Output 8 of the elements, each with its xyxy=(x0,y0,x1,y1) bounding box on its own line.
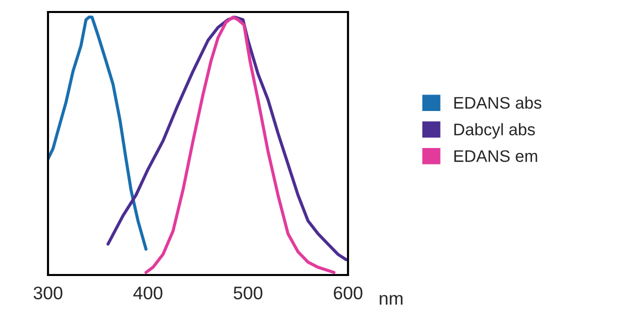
x-tick-label: 400 xyxy=(133,286,162,300)
legend-label: EDANS abs xyxy=(454,96,542,109)
legend-label: Dabcyl abs xyxy=(454,123,535,139)
x-tick-label: 300 xyxy=(34,286,62,300)
legend-label: EDANS em xyxy=(454,150,538,162)
x-axis-title: nm xyxy=(380,294,402,305)
x-tick-label: 500 xyxy=(234,286,262,300)
x-tick-label: 600 xyxy=(334,286,362,300)
